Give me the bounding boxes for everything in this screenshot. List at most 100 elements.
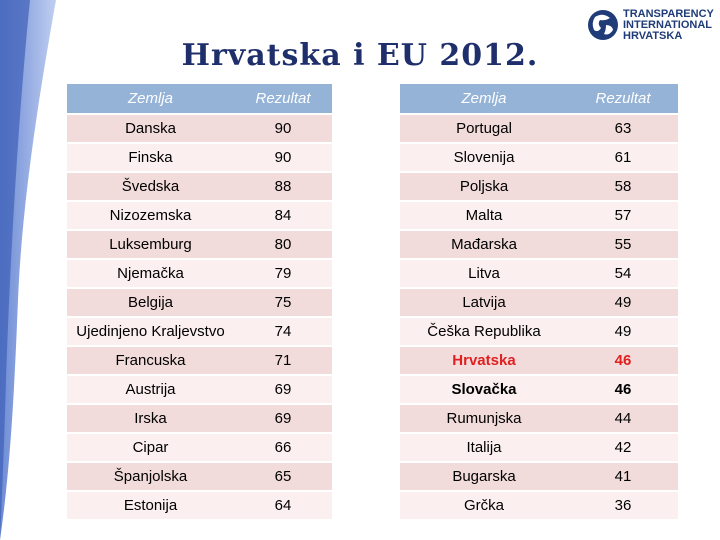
- score-cell: 42: [568, 434, 678, 461]
- table-row: Estonija 64: [67, 492, 332, 519]
- country-cell: Belgija: [67, 289, 234, 316]
- logo-line-3: HRVATSKA: [623, 30, 683, 42]
- transparency-international-logo: TRANSPARENCY INTERNATIONAL HRVATSKA: [586, 6, 716, 46]
- country-cell: Hrvatska: [400, 347, 568, 374]
- score-cell: 79: [234, 260, 332, 287]
- score-cell: 61: [568, 144, 678, 171]
- country-cell: Češka Republika: [400, 318, 568, 345]
- score-cell: 69: [234, 405, 332, 432]
- header-score: Rezultat: [234, 84, 332, 113]
- table-row: Danska 90: [67, 115, 332, 142]
- country-cell: Ujedinjeno Kraljevstvo: [67, 318, 234, 345]
- header-country: Zemlja: [400, 84, 568, 113]
- country-cell: Luksemburg: [67, 231, 234, 258]
- score-cell: 88: [234, 173, 332, 200]
- table-header-row: Zemlja Rezultat: [400, 84, 678, 113]
- table-row: Poljska 58: [400, 173, 678, 200]
- table-row: Švedska 88: [67, 173, 332, 200]
- score-cell: 63: [568, 115, 678, 142]
- score-cell: 41: [568, 463, 678, 490]
- score-cell: 65: [234, 463, 332, 490]
- country-cell: Cipar: [67, 434, 234, 461]
- score-cell: 49: [568, 318, 678, 345]
- country-cell: Austrija: [67, 376, 234, 403]
- globe-icon: [588, 10, 618, 40]
- score-cell: 80: [234, 231, 332, 258]
- score-cell: 58: [568, 173, 678, 200]
- score-cell: 71: [234, 347, 332, 374]
- score-cell: 49: [568, 289, 678, 316]
- country-cell: Italija: [400, 434, 568, 461]
- score-cell: 75: [234, 289, 332, 316]
- country-cell: Njemačka: [67, 260, 234, 287]
- table-header-row: Zemlja Rezultat: [67, 84, 332, 113]
- logo-text: TRANSPARENCY INTERNATIONAL HRVATSKA: [623, 9, 714, 42]
- logo-line-2: INTERNATIONAL: [623, 19, 713, 31]
- country-cell: Malta: [400, 202, 568, 229]
- table-row: Nizozemska 84: [67, 202, 332, 229]
- table-row: Portugal 63: [400, 115, 678, 142]
- table-row: Njemačka 79: [67, 260, 332, 287]
- country-cell: Poljska: [400, 173, 568, 200]
- table-row: Luksemburg 80: [67, 231, 332, 258]
- country-cell: Slovačka: [400, 376, 568, 403]
- score-cell: 69: [234, 376, 332, 403]
- country-cell: Bugarska: [400, 463, 568, 490]
- table-row: Latvija 49: [400, 289, 678, 316]
- country-cell: Španjolska: [67, 463, 234, 490]
- table-row: Mađarska 55: [400, 231, 678, 258]
- table-row: Francuska 71: [67, 347, 332, 374]
- score-cell: 66: [234, 434, 332, 461]
- logo-line-1: TRANSPARENCY: [623, 8, 714, 20]
- table-row: Rumunjska 44: [400, 405, 678, 432]
- score-cell: 74: [234, 318, 332, 345]
- table-row: Grčka 36: [400, 492, 678, 519]
- score-cell: 57: [568, 202, 678, 229]
- header-country: Zemlja: [67, 84, 234, 113]
- table-row: Malta 57: [400, 202, 678, 229]
- table-row: Bugarska 41: [400, 463, 678, 490]
- score-cell: 90: [234, 115, 332, 142]
- table-row: Finska 90: [67, 144, 332, 171]
- score-cell: 90: [234, 144, 332, 171]
- table-row: Ujedinjeno Kraljevstvo 74: [67, 318, 332, 345]
- country-cell: Slovenija: [400, 144, 568, 171]
- country-cell: Irska: [67, 405, 234, 432]
- score-cell: 36: [568, 492, 678, 519]
- table-row: Irska 69: [67, 405, 332, 432]
- score-cell: 54: [568, 260, 678, 287]
- score-cell: 64: [234, 492, 332, 519]
- country-cell: Rumunjska: [400, 405, 568, 432]
- table-row: Litva 54: [400, 260, 678, 287]
- table-row: Belgija 75: [67, 289, 332, 316]
- table-row: Španjolska 65: [67, 463, 332, 490]
- country-cell: Mađarska: [400, 231, 568, 258]
- score-cell: 46: [568, 347, 678, 374]
- table-row: Austrija 69: [67, 376, 332, 403]
- score-cell: 84: [234, 202, 332, 229]
- slide-title: Hrvatska i EU 2012.: [181, 38, 539, 73]
- table-row: Italija 42: [400, 434, 678, 461]
- country-cell: Litva: [400, 260, 568, 287]
- score-cell: 46: [568, 376, 678, 403]
- country-cell: Grčka: [400, 492, 568, 519]
- table-row: Hrvatska 46: [400, 347, 678, 374]
- country-cell: Nizozemska: [67, 202, 234, 229]
- results-table-right: Zemlja Rezultat Portugal 63 Slovenija 61 Pol…: [400, 82, 678, 521]
- country-cell: Francuska: [67, 347, 234, 374]
- table-row: Slovačka 46: [400, 376, 678, 403]
- table-row: Češka Republika 49: [400, 318, 678, 345]
- country-cell: Portugal: [400, 115, 568, 142]
- table-row: Slovenija 61: [400, 144, 678, 171]
- country-cell: Finska: [67, 144, 234, 171]
- country-cell: Estonija: [67, 492, 234, 519]
- table-row: Cipar 66: [67, 434, 332, 461]
- country-cell: Švedska: [67, 173, 234, 200]
- header-score: Rezultat: [568, 84, 678, 113]
- score-cell: 55: [568, 231, 678, 258]
- country-cell: Danska: [67, 115, 234, 142]
- score-cell: 44: [568, 405, 678, 432]
- results-table-left: Zemlja Rezultat Danska 90 Finska 90 Švedska 8…: [67, 82, 332, 521]
- country-cell: Latvija: [400, 289, 568, 316]
- left-decorative-band: [0, 0, 56, 540]
